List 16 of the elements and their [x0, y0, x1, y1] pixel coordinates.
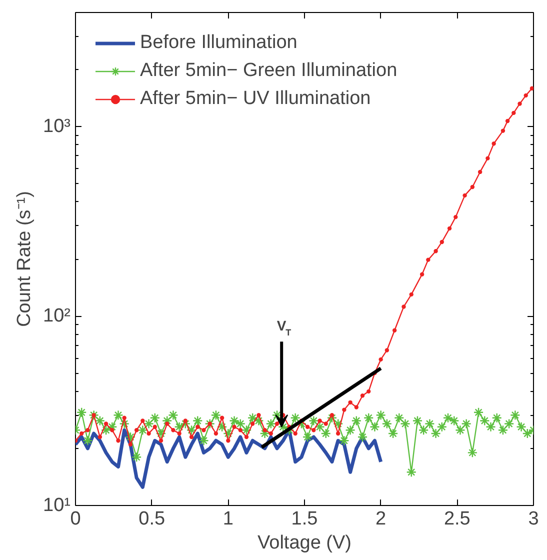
x-tick-label: 2.5 [444, 508, 470, 530]
y-tick-label: 10¹ [43, 495, 71, 516]
x-tick-label: 1 [222, 508, 234, 530]
legend-label: After 5min− Green Illumination [140, 60, 398, 82]
x-tick-label: 3 [528, 508, 539, 530]
y-tick-label: 10³ [43, 116, 71, 138]
legend-label: After 5min− UV Illumination [140, 88, 371, 110]
x-tick-label: 0 [70, 508, 81, 530]
line-series [76, 428, 383, 489]
x-axis-title: Voltage (V) [258, 532, 352, 554]
x-tick-label: 0.5 [138, 508, 166, 530]
x-tick-label: 1.5 [291, 508, 318, 530]
y-axis-title: Count Rate (s⁻¹) [14, 191, 36, 327]
y-tick-label: 10² [43, 306, 71, 327]
x-tick-label: 2 [376, 508, 386, 530]
legend-label: Before Illumination [140, 32, 298, 54]
